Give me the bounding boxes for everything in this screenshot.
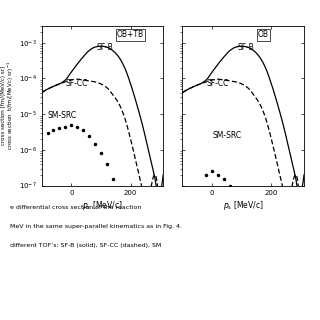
X-axis label: $p_{\rm s}$ [MeV/c]: $p_{\rm s}$ [MeV/c] — [82, 199, 123, 212]
Y-axis label: cross section  t(fm/(MeV$\,$c) sr)$^{-1}$: cross section t(fm/(MeV$\,$c) sr)$^{-1}$ — [6, 61, 16, 150]
Text: SF-B: SF-B — [96, 43, 113, 52]
Text: SM-SRC: SM-SRC — [213, 131, 242, 140]
Text: cross section [fm/(MeV/c) sr]: cross section [fm/(MeV/c) sr] — [1, 66, 6, 145]
Text: SF-B: SF-B — [237, 43, 254, 52]
Text: MeV in the same super-parallel kinematics as in Fig. 4.: MeV in the same super-parallel kinematic… — [10, 224, 182, 229]
Text: different TOF’s: SF-B (solid), SF-CC (dashed), SM: different TOF’s: SF-B (solid), SF-CC (da… — [10, 243, 161, 248]
Text: e differential cross section of the reaction: e differential cross section of the reac… — [10, 205, 141, 210]
X-axis label: $p_{\rm s}$ [MeV/c]: $p_{\rm s}$ [MeV/c] — [223, 199, 264, 212]
Text: SF-CC: SF-CC — [207, 79, 229, 88]
Text: SF-CC: SF-CC — [66, 79, 88, 88]
Text: OB+TB: OB+TB — [117, 30, 144, 39]
Text: SM-SRC: SM-SRC — [48, 111, 77, 120]
Text: OB: OB — [258, 30, 269, 39]
